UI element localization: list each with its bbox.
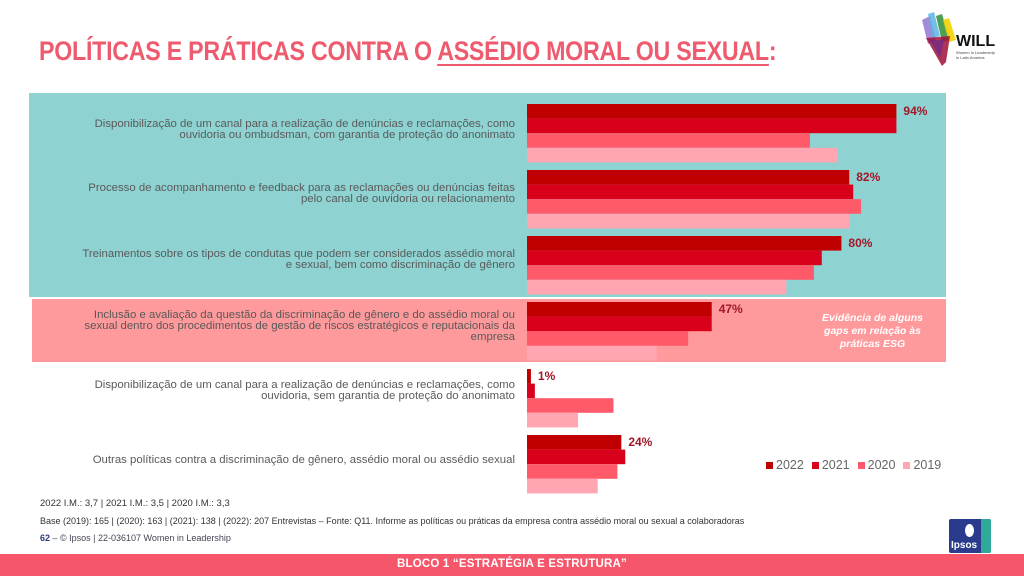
chart-legend: 2022 2021 2020 2019	[766, 458, 941, 472]
category-label-line: empresa	[470, 331, 515, 343]
copyright: © Ipsos | 22-036107 Women in Leadership	[60, 533, 231, 543]
category-label-line: Disponibilização de um canal para a real…	[94, 118, 515, 130]
bar-2019	[527, 412, 579, 428]
category-label: Outras políticas contra a discriminação …	[92, 454, 515, 466]
bar-2021	[527, 250, 822, 266]
will-logo-mark	[922, 12, 956, 66]
title-colon: :	[768, 36, 777, 66]
category-label-line: pelo canal de ouvidoria ou relacionament…	[300, 193, 515, 205]
data-label: 1%	[538, 369, 556, 383]
esg-note-line: Evidência de alguns	[822, 312, 923, 324]
category-label-line: Treinamentos sobre os tipos de condutas …	[82, 248, 515, 260]
category-label: Treinamentos sobre os tipos de condutas …	[82, 248, 515, 271]
bar-2022	[527, 236, 842, 251]
will-logo-text: WILL	[956, 33, 995, 50]
category-label: Inclusão e avaliação da questão da discr…	[84, 309, 515, 343]
bar-2021	[527, 118, 897, 134]
legend-label: 2019	[913, 458, 942, 472]
esg-note-line: gaps em relação às	[824, 325, 921, 337]
highlight-panel-pink	[32, 299, 946, 362]
will-logo-subtitle-2: in Latin America	[956, 55, 985, 60]
category-label-line: Processo de acompanhamento e feedback pa…	[88, 182, 515, 194]
base-note: Base (2019): 165 | (2020): 163 | (2021):…	[40, 516, 745, 526]
legend-item-2020: 2020	[857, 458, 896, 472]
bar-2022	[527, 302, 712, 317]
footer-dash: –	[50, 533, 61, 543]
data-label: 94%	[903, 104, 927, 118]
bar-2020	[527, 265, 814, 280]
category-label-line: Outras políticas contra a discriminação …	[92, 454, 515, 466]
bar-2021	[527, 184, 854, 200]
bar-2022	[527, 435, 622, 450]
legend-swatch	[857, 461, 865, 469]
bar-2019	[527, 213, 850, 229]
category-label-line: Disponibilização de um canal para a real…	[94, 379, 515, 391]
data-label: 24%	[628, 435, 652, 449]
data-label: 47%	[719, 302, 743, 316]
category-label-line: sexual dentro dos procedimentos de gestã…	[84, 320, 515, 332]
im-line: 2022 I.M.: 3,7 | 2021 I.M.: 3,5 | 2020 I…	[40, 498, 230, 509]
bar-2019	[527, 478, 598, 494]
legend-label: 2020	[867, 458, 896, 472]
title-underlined: ASSÉDIO MORAL OU SEXUAL	[437, 36, 769, 66]
legend-swatch	[811, 461, 819, 469]
bar-2020	[527, 331, 689, 346]
bar-2019	[527, 279, 787, 295]
ipsos-logo-head	[965, 524, 974, 537]
data-label: 82%	[856, 170, 880, 184]
bar-2020	[527, 398, 614, 413]
esg-note: Evidência de alguns gaps em relação às p…	[800, 312, 945, 351]
bar-2020	[527, 199, 862, 214]
legend-swatch	[766, 461, 773, 469]
legend-label: 2021	[821, 458, 850, 472]
page-number: 62	[40, 533, 51, 543]
bar-2022	[527, 104, 897, 119]
bar-2021	[527, 383, 535, 399]
category-label: Disponibilização de um canal para a real…	[94, 118, 515, 141]
category-label-line: ouvidoria ou ombudsman, com garantia de …	[179, 129, 515, 141]
bar-2019	[527, 345, 657, 361]
bar-2021	[527, 316, 712, 332]
ipsos-logo-accent	[981, 519, 991, 553]
category-label: Processo de acompanhamento e feedback pa…	[88, 182, 515, 205]
page-title: POLÍTICAS E PRÁTICAS CONTRA O ASSÉDIO MO…	[39, 36, 777, 67]
data-label: 80%	[848, 236, 872, 250]
ipsos-logo-text: Ipsos	[951, 540, 978, 551]
esg-note-line: práticas ESG	[839, 338, 906, 350]
will-logo: WILL Women in Leadership in Latin Americ…	[922, 12, 996, 66]
bar-2020	[527, 133, 810, 148]
bar-2022	[527, 170, 850, 185]
category-label-line: Inclusão e avaliação da questão da discr…	[93, 309, 515, 321]
category-label-line: ouvidoria, sem garantia de proteção do a…	[261, 390, 515, 402]
legend-label: 2022	[776, 458, 804, 472]
bar-2022	[527, 369, 531, 384]
legend-item-2019: 2019	[903, 458, 941, 472]
bar-2021	[527, 449, 626, 465]
legend-item-2022: 2022	[766, 458, 804, 472]
bar-2020	[527, 464, 618, 479]
legend-swatch	[903, 461, 911, 469]
title-text: POLÍTICAS E PRÁTICAS CONTRA O	[39, 36, 438, 66]
bar-2019	[527, 147, 838, 163]
category-label: Disponibilização de um canal para a real…	[94, 379, 515, 402]
section-band: BLOCO 1 “ESTRATÉGIA E ESTRUTURA”	[0, 554, 1024, 576]
ipsos-logo: Ipsos	[949, 519, 991, 553]
will-logo-subtitle-1: Women in Leadership	[956, 50, 996, 55]
section-band-text: BLOCO 1 “ESTRATÉGIA E ESTRUTURA”	[396, 558, 628, 570]
category-label-line: e sexual, bem como discriminação de gêne…	[285, 259, 515, 271]
footer-credit: 62 – © Ipsos | 22-036107 Women in Leader…	[40, 533, 231, 543]
legend-item-2021: 2021	[811, 458, 850, 472]
